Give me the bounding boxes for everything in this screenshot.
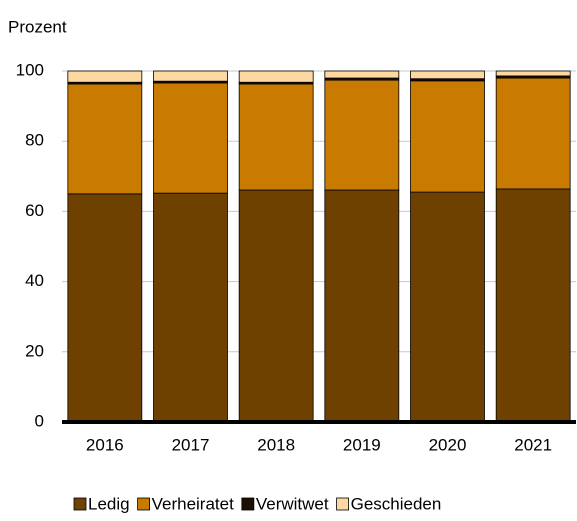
x-tick-label: 2021: [514, 435, 552, 454]
y-axis-label: Prozent: [8, 17, 67, 36]
bar-segment: [67, 193, 143, 423]
bar-segment: [324, 70, 400, 79]
legend-label: Ledig: [88, 494, 130, 513]
bar-segment: [153, 192, 228, 423]
bar-segment: [410, 191, 485, 423]
x-tick-label: 2019: [343, 435, 381, 454]
legend-label: Verheiratet: [152, 494, 234, 513]
bar-segment: [324, 189, 400, 423]
bar-segment: [67, 83, 143, 195]
y-tick-label: 0: [35, 411, 44, 430]
bar-segment: [410, 70, 485, 80]
legend-swatch: [336, 497, 349, 511]
y-tick-label: 100: [16, 60, 44, 79]
x-tick-label: 2017: [172, 435, 210, 454]
legend-swatch: [241, 497, 255, 511]
legend-label: Geschieden: [351, 494, 442, 513]
bar-segment: [153, 82, 228, 194]
bar-segment: [324, 79, 400, 191]
bar-segment: [410, 80, 485, 193]
bar-segment: [67, 70, 143, 83]
x-tick-label: 2020: [429, 435, 467, 454]
legend-swatch: [73, 497, 87, 511]
bar-segment: [495, 188, 571, 423]
x-tick-label: 2018: [257, 435, 295, 454]
x-tick-label: 2016: [86, 435, 124, 454]
legend-swatch: [137, 497, 151, 511]
bar-segment: [238, 70, 314, 83]
y-tick-label: 40: [25, 271, 44, 290]
y-tick-label: 80: [25, 131, 44, 150]
bar-segment: [495, 77, 571, 190]
legend-label: Verwitwet: [256, 494, 329, 513]
bar-segment: [238, 83, 314, 191]
bar-segment: [153, 70, 228, 82]
bar-segment: [238, 189, 314, 423]
y-tick-label: 60: [25, 201, 44, 220]
y-tick-label: 20: [25, 341, 44, 360]
bar-segment: [495, 70, 571, 77]
